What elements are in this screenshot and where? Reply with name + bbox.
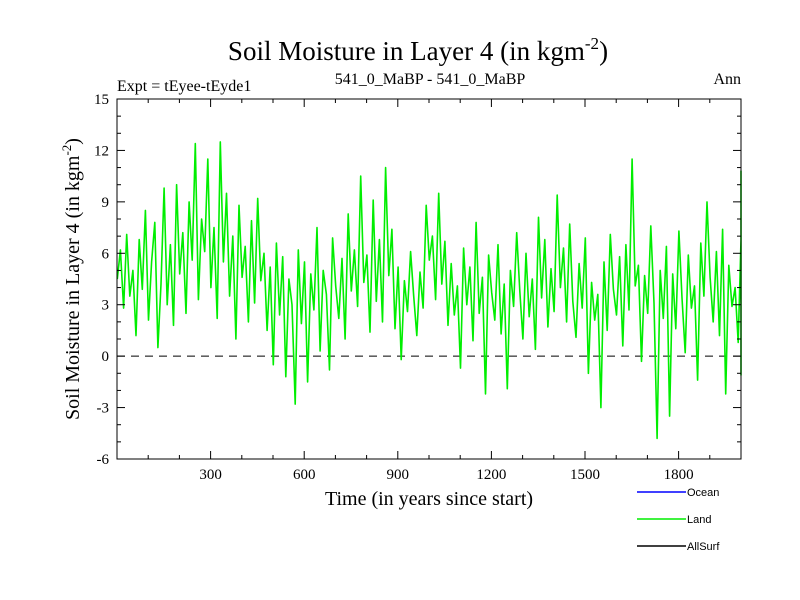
season-label: Ann — [713, 71, 741, 88]
legend-label-land: Land — [687, 514, 711, 526]
chart-title-superscript: -2 — [585, 34, 599, 53]
legend-label-allsurf: AllSurf — [687, 541, 720, 553]
legend: Ocean Land AllSurf — [637, 487, 720, 553]
y-axis-title-superscript: -2 — [59, 145, 74, 156]
x-tick-label: 900 — [387, 467, 410, 483]
x-tick-label: 1800 — [664, 467, 694, 483]
y-tick-label: 12 — [94, 143, 109, 159]
y-tick-label: 3 — [102, 298, 110, 314]
x-tick-label: 1200 — [476, 467, 506, 483]
series-line-land — [116, 141, 742, 440]
y-tick-label: 6 — [102, 246, 110, 262]
experiment-label: Expt = tEyee-tEyde1 — [117, 78, 251, 95]
x-axis-title: Time (in years since start) — [325, 488, 533, 510]
y-tick-label: 0 — [102, 349, 110, 365]
x-tick-label: 300 — [199, 467, 222, 483]
chart-title: Soil Moisture in Layer 4 (in kgm-2) — [228, 34, 608, 66]
period-label: 541_0_MaBP - 541_0_MaBP — [335, 71, 526, 88]
y-tick-label: -6 — [97, 452, 110, 468]
legend-label-ocean: Ocean — [687, 487, 719, 499]
y-tick-label: 9 — [102, 195, 110, 211]
y-tick-label: 15 — [94, 92, 109, 108]
y-axis-title: Soil Moisture in Layer 4 (in kgm-2) — [59, 138, 84, 420]
y-axis: -6 -3 0 3 6 9 12 15 — [94, 92, 741, 468]
x-tick-label: 1500 — [570, 467, 600, 483]
y-tick-label: -3 — [97, 401, 110, 417]
plot-area: -6 -3 0 3 6 9 12 15 300 600 900 1200 1500 1800 — [94, 92, 742, 483]
x-axis: 300 600 900 1200 1500 1800 — [147, 99, 711, 483]
x-tick-label: 600 — [293, 467, 316, 483]
